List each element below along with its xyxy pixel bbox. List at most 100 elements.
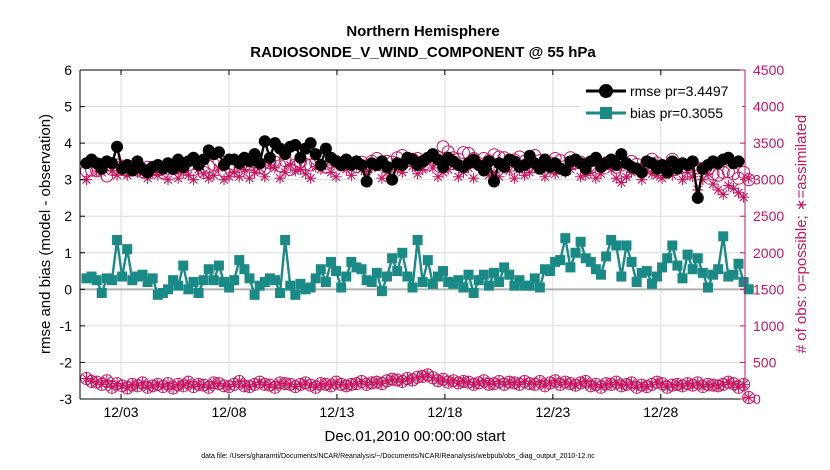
x-axis-label: Dec.01,2010 00:00:00 start bbox=[325, 428, 507, 445]
rmse-point bbox=[482, 155, 495, 168]
bias-point bbox=[636, 267, 647, 278]
bias-point bbox=[112, 234, 123, 245]
y-tick-label-right: 2000 bbox=[753, 245, 784, 261]
assimilated-obs-point bbox=[172, 172, 184, 184]
assimilated-obs-point bbox=[508, 377, 520, 389]
rmse-point bbox=[355, 159, 368, 172]
data-series bbox=[79, 135, 756, 405]
assimilated-obs-point bbox=[238, 380, 250, 392]
assimilated-obs-point bbox=[687, 171, 699, 183]
bias-point bbox=[249, 289, 260, 300]
bias-point bbox=[631, 277, 642, 288]
assimilated-obs-point bbox=[733, 187, 745, 199]
possible-obs-point bbox=[171, 377, 185, 391]
bias-point bbox=[234, 255, 245, 266]
bias-point bbox=[387, 253, 398, 264]
possible-obs-point bbox=[319, 377, 333, 391]
assimilated-obs-point bbox=[620, 171, 632, 183]
assimilated-obs-point bbox=[208, 169, 220, 181]
bias-point bbox=[728, 269, 739, 280]
assimilated-obs-point bbox=[564, 378, 576, 390]
rmse-point bbox=[381, 160, 394, 173]
y-tick-label-right: 1500 bbox=[753, 281, 784, 297]
bias-point bbox=[611, 240, 622, 251]
y-tick-label-right: 0 bbox=[753, 391, 761, 407]
bias-point bbox=[733, 258, 744, 269]
y-tick-label-left: 4 bbox=[64, 135, 72, 151]
bias-point bbox=[341, 271, 352, 282]
bias-point bbox=[147, 273, 158, 284]
y-tick-label-left: 1 bbox=[64, 245, 72, 261]
assimilated-obs-point bbox=[483, 169, 495, 181]
y-tick-label-left: -3 bbox=[60, 391, 73, 407]
bias-point bbox=[458, 282, 469, 293]
rmse-point bbox=[488, 175, 501, 188]
x-tick-label: 12/13 bbox=[319, 404, 354, 420]
bias-point bbox=[473, 275, 484, 286]
assimilated-obs-point bbox=[249, 166, 261, 178]
rmse-point bbox=[732, 155, 745, 168]
rmse-point bbox=[386, 173, 399, 186]
possible-obs-point bbox=[441, 375, 455, 389]
rmse-point bbox=[314, 159, 327, 172]
bias-point bbox=[178, 260, 189, 271]
assimilated-obs-point bbox=[585, 166, 597, 178]
assimilated-obs-point bbox=[743, 392, 755, 404]
assimilated-obs-point bbox=[203, 172, 215, 184]
bias-point bbox=[157, 287, 168, 298]
possible-obs-point bbox=[207, 376, 221, 390]
bias-point bbox=[361, 275, 372, 286]
rmse-point bbox=[319, 142, 332, 155]
x-tick-label: 12/03 bbox=[103, 404, 138, 420]
rmse-point bbox=[105, 157, 118, 170]
bias-point bbox=[494, 277, 505, 288]
bias-point bbox=[122, 244, 133, 255]
rmse-point bbox=[533, 162, 546, 175]
rmse-point bbox=[111, 140, 124, 153]
assimilated-obs-point bbox=[549, 168, 561, 180]
assimilated-obs-point bbox=[412, 168, 424, 180]
assimilated-obs-point bbox=[493, 171, 505, 183]
possible-obs-point bbox=[665, 378, 679, 392]
bias-point bbox=[509, 280, 520, 291]
bias-point bbox=[718, 231, 729, 242]
assimilated-obs-point bbox=[198, 168, 210, 180]
legend-rmse-marker bbox=[599, 84, 613, 98]
chart-title: Northern Hemisphere bbox=[346, 23, 499, 40]
assimilated-obs-point bbox=[580, 169, 592, 181]
assimilated-obs-point bbox=[590, 172, 602, 184]
possible-obs-point bbox=[742, 391, 756, 405]
legend-bias-label: bias pr=0.3055 bbox=[630, 105, 723, 121]
assimilated-obs-point bbox=[223, 171, 235, 183]
assimilated-obs-point bbox=[294, 163, 306, 175]
rmse-point bbox=[212, 146, 225, 159]
assimilated-obs-point bbox=[345, 169, 357, 181]
bias-point bbox=[310, 273, 321, 284]
possible-obs-point bbox=[625, 376, 639, 390]
assimilated-obs-point bbox=[391, 163, 403, 175]
bias-point bbox=[417, 277, 428, 288]
y-axis-label-right: # of obs: o=possible; ∗=assimilated bbox=[793, 115, 810, 354]
bias-point bbox=[86, 271, 97, 282]
plot-area bbox=[80, 70, 745, 399]
bias-point bbox=[657, 262, 668, 273]
bias-point bbox=[96, 287, 107, 298]
possible-obs-point bbox=[344, 377, 358, 391]
bias-point bbox=[351, 262, 362, 273]
possible-obs-point bbox=[85, 374, 99, 388]
possible-obs-point bbox=[360, 377, 374, 391]
bias-point bbox=[646, 278, 657, 289]
possible-obs-point bbox=[579, 374, 593, 388]
y-tick-label-left: 3 bbox=[64, 172, 72, 188]
bias-point bbox=[183, 284, 194, 295]
legend-rmse-label: rmse pr=3.4497 bbox=[630, 83, 729, 99]
x-tick-label: 12/23 bbox=[535, 404, 570, 420]
possible-obs-point bbox=[701, 377, 715, 391]
assimilated-obs-point bbox=[468, 172, 480, 184]
bias-point bbox=[422, 255, 433, 266]
bias-point bbox=[117, 271, 128, 282]
bias-point bbox=[285, 280, 296, 291]
bias-point bbox=[213, 260, 224, 271]
assimilated-obs-point bbox=[386, 373, 398, 385]
possible-obs-point bbox=[273, 376, 287, 390]
